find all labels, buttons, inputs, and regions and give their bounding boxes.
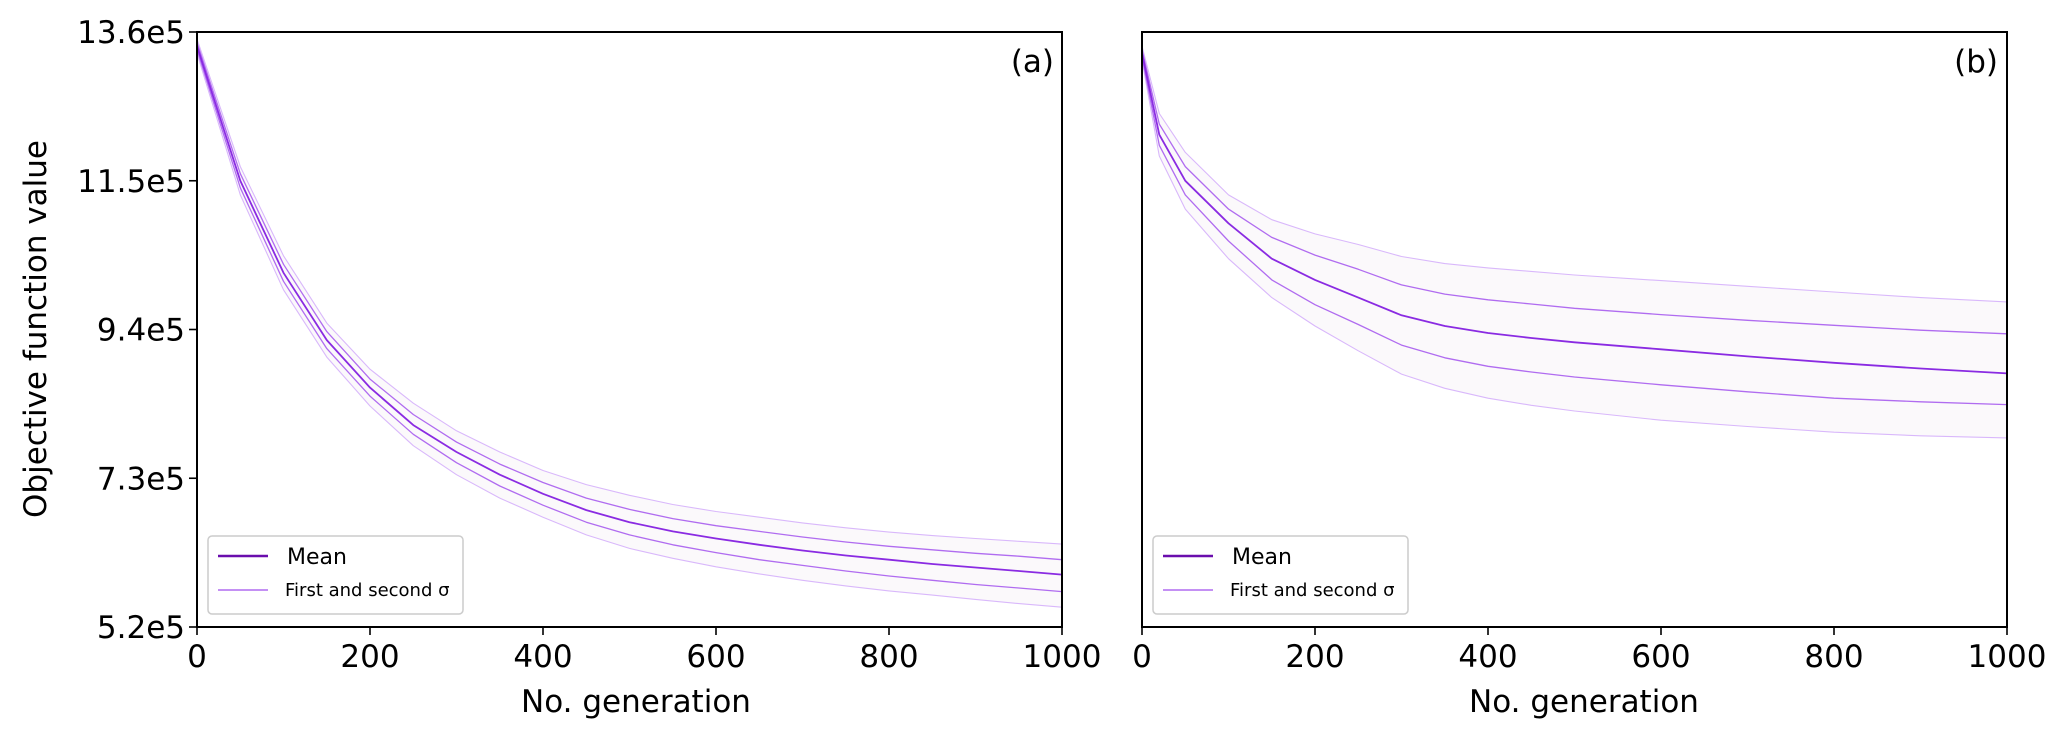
panel-b-xtick-label: 0 (1132, 639, 1152, 675)
panel-b-series-minus-2-sigma (1141, 60, 2008, 439)
panel-b-legend-sigma-label: First and second σ (1230, 580, 1395, 601)
panel-a-xtick-label: 600 (686, 639, 745, 675)
panel-b-xtick-label: 600 (1631, 639, 1690, 675)
panel-a-ylabel: Objective function value (18, 140, 54, 518)
panel-b-legend-box (1152, 535, 1409, 615)
panel-b-series-minus-1-sigma (1141, 56, 2008, 406)
panel-a-legend-mean-label: Mean (287, 545, 347, 570)
panel-a-legend: Mean First and second σ (207, 535, 464, 615)
panel-a-series-plus-2-sigma (196, 38, 1063, 545)
chart-panel-b: 0 200 400 600 800 1000 (b) No. generation Mea… (1132, 31, 2046, 720)
panel-b-series-plus-1-sigma (1141, 49, 2008, 335)
panel-a-sigma-band (197, 39, 1062, 608)
panel-b-xlabel: No. generation (1469, 684, 1699, 720)
panel-a-series-minus-2-sigma (196, 53, 1063, 608)
chart-panel-a: 0 200 400 600 800 1000 5.2e5 7.3e5 9.4e5 11.5e5 13… (18, 15, 1101, 720)
panel-b-legend-mean-label: Mean (1232, 545, 1292, 570)
panel-a-legend-sigma-label: First and second σ (285, 580, 450, 601)
panel-a-ticks: 0 200 400 600 800 1000 5.2e5 7.3e5 9.4e5 11.5e5 13… (77, 15, 1101, 675)
panel-b-xtick-label: 400 (1458, 639, 1517, 675)
panel-b-frame (1141, 31, 2008, 628)
panel-b-sigma-band (1142, 46, 2007, 438)
panel-a-ytick-label: 9.4e5 (97, 313, 185, 349)
panel-b-series-mean (1141, 53, 2008, 375)
panel-b-xtick-label: 200 (1285, 639, 1344, 675)
panel-b-series-lines (1141, 46, 2008, 439)
panel-a-tag: (a) (1011, 44, 1054, 80)
panel-a-legend-box (207, 535, 464, 615)
panel-a-xtick-label: 0 (187, 639, 207, 675)
panel-a-series-lines (196, 38, 1063, 608)
panel-a-series-minus-1-sigma (196, 49, 1063, 593)
panel-b-xtick-label: 800 (1804, 639, 1863, 675)
panel-a-ytick-label: 7.3e5 (97, 461, 185, 497)
panel-a-ytick-label: 5.2e5 (97, 610, 185, 646)
panel-b-tag: (b) (1954, 44, 1998, 80)
panel-a-xtick-label: 800 (859, 639, 918, 675)
panel-a-xtick-label: 400 (513, 639, 572, 675)
panel-b-ticks: 0 200 400 600 800 1000 (1132, 627, 2046, 675)
panel-a-xtick-label: 200 (340, 639, 399, 675)
panel-b-xtick-label: 1000 (1968, 639, 2047, 675)
panel-a-frame (196, 31, 1063, 628)
panel-a-xlabel: No. generation (521, 684, 751, 720)
panel-a-series-plus-1-sigma (196, 42, 1063, 561)
panel-a-ytick-label: 11.5e5 (77, 164, 185, 200)
panel-b-series-plus-2-sigma (1141, 46, 2008, 303)
panel-a-xtick-label: 1000 (1023, 639, 1102, 675)
panel-a-ytick-label: 13.6e5 (77, 15, 185, 51)
panel-b-legend: Mean First and second σ (1152, 535, 1409, 615)
panel-a-series-mean (196, 45, 1063, 576)
